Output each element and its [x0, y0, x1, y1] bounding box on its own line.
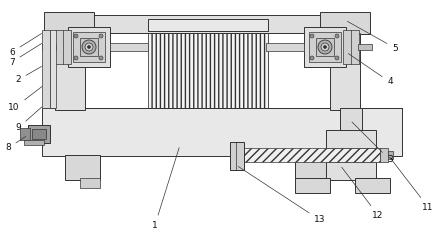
- Text: 9: 9: [15, 107, 42, 132]
- Circle shape: [82, 40, 96, 54]
- Bar: [42, 108, 402, 156]
- Circle shape: [99, 34, 103, 38]
- Text: 4: 4: [348, 54, 393, 87]
- Bar: [65, 155, 100, 180]
- Text: 1: 1: [152, 148, 179, 229]
- Bar: [343, 30, 359, 64]
- Circle shape: [74, 56, 78, 60]
- Bar: [309, 32, 341, 62]
- Bar: [295, 155, 330, 180]
- Text: 3: 3: [352, 122, 393, 164]
- Bar: [240, 148, 380, 162]
- Bar: [44, 12, 94, 34]
- Bar: [24, 140, 44, 145]
- Bar: [68, 27, 110, 67]
- Circle shape: [88, 46, 90, 49]
- Bar: [28, 125, 50, 143]
- Bar: [320, 12, 370, 34]
- Bar: [304, 27, 346, 67]
- Circle shape: [318, 40, 332, 54]
- Bar: [55, 15, 85, 110]
- Bar: [380, 148, 388, 162]
- Bar: [340, 108, 362, 148]
- Bar: [148, 19, 268, 108]
- Text: 13: 13: [238, 167, 326, 224]
- Bar: [236, 145, 240, 165]
- Bar: [32, 129, 46, 139]
- Bar: [355, 178, 390, 193]
- Circle shape: [321, 43, 329, 51]
- Circle shape: [335, 34, 339, 38]
- Bar: [295, 178, 330, 193]
- Circle shape: [335, 56, 339, 60]
- Bar: [80, 38, 98, 56]
- Bar: [148, 19, 268, 31]
- Text: 8: 8: [5, 137, 26, 152]
- Bar: [55, 30, 71, 64]
- Text: 7: 7: [9, 43, 42, 67]
- Circle shape: [74, 34, 78, 38]
- Bar: [316, 38, 334, 56]
- Bar: [308, 178, 328, 188]
- Bar: [55, 15, 360, 33]
- Text: 12: 12: [342, 167, 384, 219]
- Bar: [330, 15, 360, 110]
- Circle shape: [99, 56, 103, 60]
- Bar: [42, 44, 56, 50]
- Bar: [50, 30, 56, 108]
- Text: 2: 2: [15, 66, 42, 85]
- Text: 11: 11: [390, 157, 434, 211]
- Text: 6: 6: [9, 33, 42, 56]
- Bar: [266, 43, 304, 51]
- Circle shape: [310, 56, 314, 60]
- Bar: [42, 30, 50, 108]
- Bar: [20, 128, 30, 140]
- Bar: [80, 178, 100, 188]
- Bar: [358, 44, 372, 50]
- Bar: [110, 43, 148, 51]
- Bar: [73, 32, 105, 62]
- Circle shape: [85, 43, 93, 51]
- Bar: [230, 142, 244, 170]
- Bar: [388, 151, 393, 159]
- Circle shape: [310, 34, 314, 38]
- Circle shape: [323, 46, 326, 49]
- Text: 5: 5: [347, 21, 398, 53]
- Bar: [326, 130, 376, 180]
- Text: 10: 10: [8, 87, 42, 113]
